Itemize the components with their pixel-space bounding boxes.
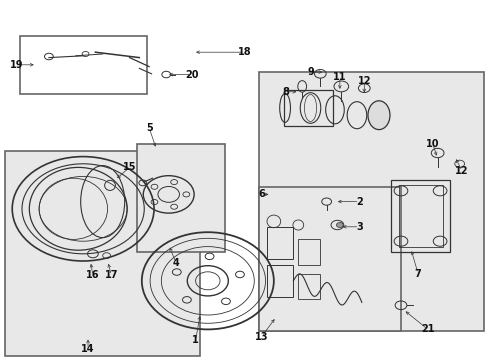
Text: 14: 14 — [81, 344, 95, 354]
Text: 9: 9 — [306, 67, 313, 77]
Text: 7: 7 — [414, 269, 421, 279]
Circle shape — [336, 222, 343, 228]
Bar — [5, 151, 200, 356]
Text: 5: 5 — [145, 123, 152, 133]
Bar — [298, 274, 320, 299]
Text: 19: 19 — [10, 60, 24, 70]
Text: 4: 4 — [172, 258, 179, 268]
Text: 3: 3 — [355, 222, 362, 232]
Text: 11: 11 — [332, 72, 346, 82]
Ellipse shape — [367, 101, 389, 130]
Text: 12: 12 — [454, 166, 468, 176]
Text: 10: 10 — [425, 139, 439, 149]
Text: 1: 1 — [192, 335, 199, 345]
Bar — [20, 36, 146, 94]
Bar — [266, 227, 293, 259]
Text: 20: 20 — [185, 69, 199, 80]
Bar — [259, 72, 483, 331]
Bar — [283, 90, 332, 126]
Text: 13: 13 — [254, 332, 268, 342]
Text: 18: 18 — [237, 47, 251, 57]
Bar — [259, 187, 400, 331]
Bar — [390, 180, 449, 252]
Text: 16: 16 — [86, 270, 100, 280]
Text: 2: 2 — [355, 197, 362, 207]
Text: 8: 8 — [282, 87, 289, 97]
Text: 6: 6 — [258, 189, 264, 199]
Text: 17: 17 — [104, 270, 118, 280]
Text: 15: 15 — [122, 162, 136, 172]
Text: 21: 21 — [420, 324, 434, 334]
Bar — [398, 185, 442, 247]
Bar — [137, 144, 224, 252]
Bar — [298, 239, 320, 265]
Bar — [266, 265, 293, 297]
Text: 12: 12 — [357, 76, 370, 86]
